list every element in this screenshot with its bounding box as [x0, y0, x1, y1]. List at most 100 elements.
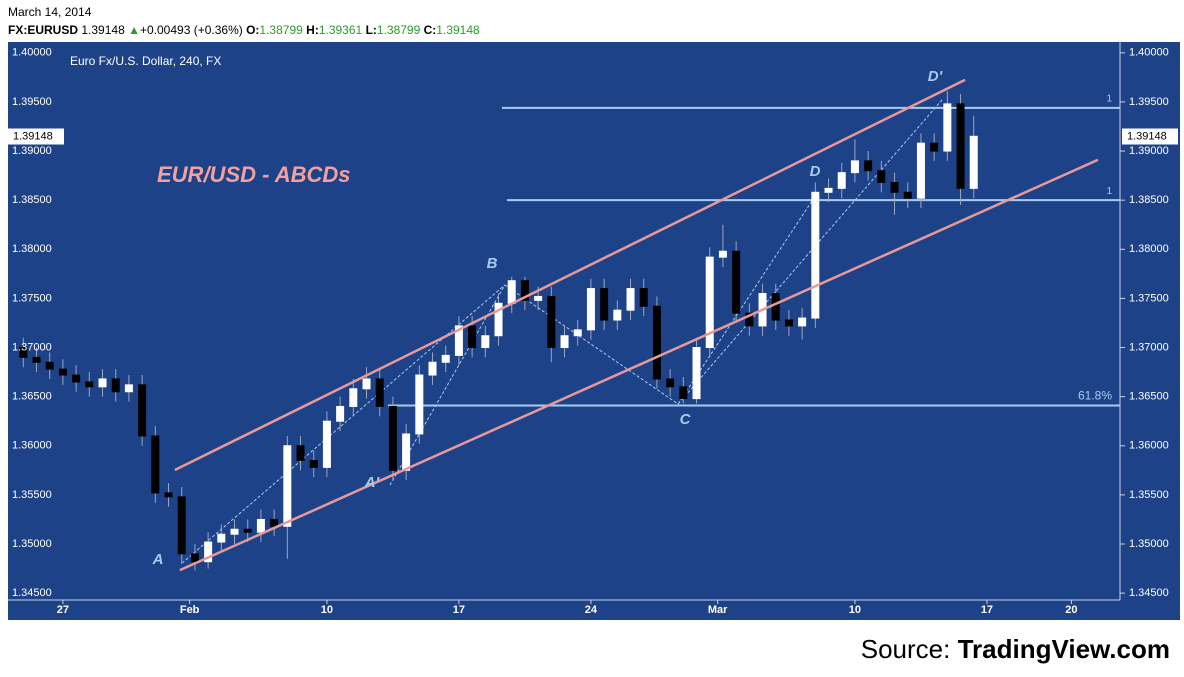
candle-body	[890, 181, 899, 193]
candle-body	[732, 250, 741, 314]
y-tick-label-left: 1.37000	[12, 341, 52, 353]
level-label: 1	[1106, 93, 1112, 104]
candle-body	[507, 280, 516, 304]
candle-body	[204, 541, 213, 563]
point-label: D'	[928, 68, 943, 85]
pattern-line	[389, 284, 506, 486]
candle-body	[72, 374, 81, 383]
annotation: EUR/USD - ABCDs	[157, 162, 351, 187]
candle-body	[573, 329, 582, 337]
candle-body	[771, 292, 780, 321]
y-tick-label-left: 1.38500	[12, 194, 52, 206]
candle-body	[969, 135, 978, 189]
candle-body	[402, 433, 411, 471]
candle-body	[560, 335, 569, 349]
candle-body	[243, 528, 252, 533]
x-tick-label: Feb	[180, 604, 200, 616]
candle-body	[613, 309, 622, 321]
candle-body	[600, 288, 609, 321]
candle-body	[151, 435, 160, 494]
candle-body	[45, 361, 54, 370]
point-label: B	[487, 255, 498, 272]
candle-body	[138, 384, 147, 437]
y-tick-label: 1.34500	[1129, 587, 1169, 599]
low: 1.38799	[376, 23, 421, 37]
channel-line	[179, 158, 1099, 572]
source-prefix: Source:	[860, 634, 951, 664]
level-label: 61.8%	[1078, 389, 1112, 403]
change: +0.00493 (+0.36%)	[139, 23, 243, 37]
y-tick-label-left: 1.36000	[12, 440, 52, 452]
candle-body	[296, 445, 305, 462]
candle-body	[217, 533, 226, 543]
candle-body	[256, 518, 265, 533]
candle-body	[468, 325, 477, 349]
y-tick-label-left: 1.38000	[12, 243, 52, 255]
candle-body	[322, 420, 331, 468]
channel-line	[174, 78, 966, 472]
candle-body	[58, 368, 67, 376]
last-price-box	[1122, 128, 1178, 145]
candle-body	[850, 160, 859, 174]
last: 1.39148	[81, 23, 125, 37]
x-tick-label: 17	[453, 604, 465, 616]
open: 1.38799	[259, 23, 303, 37]
candle-body	[230, 528, 239, 535]
candle-body	[679, 386, 688, 400]
y-tick-label: 1.38500	[1129, 194, 1169, 206]
low-label: L:	[365, 23, 377, 37]
candle-body	[864, 160, 873, 172]
chart: Euro Fx/U.S. Dollar, 240, FX EUR/USD - A…	[8, 42, 1180, 620]
close-label: C:	[423, 23, 437, 37]
candle-body	[626, 288, 635, 311]
candle-body	[705, 256, 714, 349]
y-tick-label-left: 1.40000	[12, 47, 52, 59]
candle-body	[349, 388, 358, 407]
candle-body	[652, 305, 661, 380]
source: Source: TradingView.com	[861, 634, 1170, 665]
candle-body	[164, 492, 173, 498]
y-tick-label: 1.35500	[1129, 489, 1169, 501]
y-tick-label: 1.39500	[1129, 96, 1169, 108]
pattern-line	[677, 99, 943, 405]
y-tick-label-left: 1.34500	[12, 587, 52, 599]
y-tick-label: 1.39000	[1129, 145, 1169, 157]
candle-body	[639, 288, 648, 307]
x-tick-label: Mar	[708, 604, 728, 616]
candle-body	[428, 361, 437, 376]
y-tick-label: 1.35000	[1129, 538, 1169, 550]
candle-body	[32, 356, 41, 363]
y-tick-label: 1.38000	[1129, 243, 1169, 255]
point-label: A'	[364, 474, 380, 491]
candle-body	[336, 405, 345, 422]
candle-body	[481, 335, 490, 349]
candle-body	[309, 460, 318, 468]
y-tick-label-left: 1.36500	[12, 391, 52, 403]
candle-body	[586, 288, 595, 331]
candle-body	[798, 317, 807, 327]
header: March 14, 2014 FX:EURUSD 1.39148 ▲+0.004…	[8, 3, 480, 39]
pattern-line	[181, 284, 506, 564]
y-tick-label-left: 1.35500	[12, 489, 52, 501]
candle-body	[494, 302, 503, 337]
candle-body	[837, 172, 846, 189]
candle-body	[454, 325, 463, 356]
date: March 14, 2014	[8, 5, 92, 19]
candle-body	[85, 381, 94, 388]
candle-body	[415, 374, 424, 435]
candle-body	[903, 191, 912, 199]
chart-background	[8, 42, 1180, 620]
candle-body	[956, 103, 965, 189]
candle-body	[177, 496, 186, 555]
candle-body	[441, 354, 450, 363]
y-tick-label-left: 1.39500	[12, 96, 52, 108]
candle-body	[666, 378, 675, 388]
candle-body	[811, 191, 820, 319]
y-tick-label: 1.37500	[1129, 292, 1169, 304]
point-label: D	[810, 163, 821, 180]
plot	[19, 78, 1120, 572]
candle-body	[520, 280, 529, 301]
candle-body	[98, 378, 107, 388]
x-tick-label: 10	[321, 604, 333, 616]
